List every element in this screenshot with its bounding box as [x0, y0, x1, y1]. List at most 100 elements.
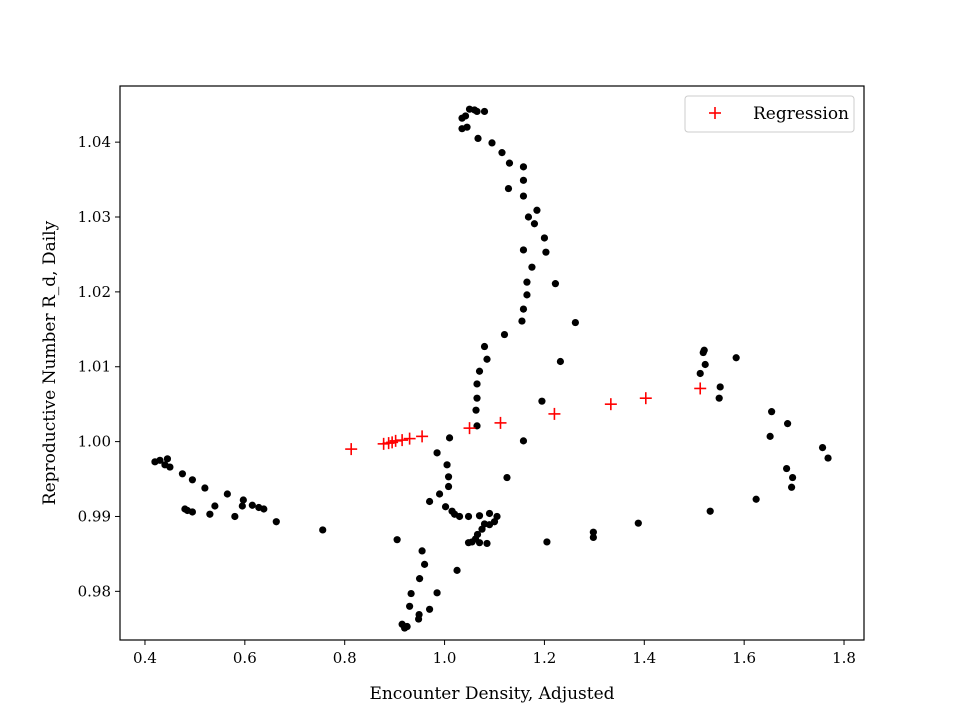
data-point — [166, 463, 174, 471]
data-point — [519, 246, 528, 254]
y-tick-label: 1.04 — [78, 133, 111, 151]
data-point — [472, 406, 480, 414]
data-point — [787, 483, 796, 491]
data-point — [415, 575, 424, 583]
plot-area — [151, 105, 832, 632]
data-point — [248, 501, 256, 509]
data-point — [542, 248, 550, 256]
y-tick-label: 1.00 — [78, 433, 111, 451]
data-point — [533, 206, 541, 214]
data-point — [163, 455, 172, 463]
data-point — [188, 476, 197, 484]
x-tick-label: 1.2 — [532, 649, 556, 667]
data-point — [523, 291, 531, 299]
data-point — [443, 461, 451, 469]
data-point — [538, 397, 546, 405]
x-tick-label: 1.6 — [732, 649, 756, 667]
regression-point — [639, 392, 652, 405]
x-tick-label: 0.8 — [333, 649, 357, 667]
data-point — [551, 280, 560, 288]
x-axis: 0.4 0.6 0.8 1.0 1.2 1.4 1.6 1.8 — [133, 640, 856, 667]
x-tick-label: 0.6 — [233, 649, 257, 667]
data-point — [543, 538, 551, 546]
legend: Regression — [684, 95, 855, 133]
data-point — [483, 355, 491, 363]
data-point — [493, 512, 501, 521]
data-point — [445, 434, 454, 442]
data-point — [528, 263, 536, 271]
data-point — [480, 342, 489, 351]
axes-frame — [119, 85, 865, 641]
data-point — [444, 473, 453, 481]
data-point — [425, 605, 434, 613]
data-point — [700, 346, 708, 354]
data-point — [403, 622, 411, 631]
data-point — [206, 510, 214, 518]
data-point — [485, 509, 494, 518]
data-point — [156, 456, 164, 464]
data-point — [732, 354, 740, 362]
data-point — [768, 408, 776, 416]
y-tick-label: 1.01 — [78, 358, 111, 376]
data-point — [441, 503, 450, 511]
data-point — [473, 530, 482, 539]
data-point — [540, 234, 549, 242]
data-point — [464, 512, 473, 521]
data-point — [788, 473, 797, 482]
x-tick-label: 1.4 — [632, 649, 656, 667]
data-point — [211, 502, 219, 510]
data-point — [435, 490, 444, 498]
data-point — [407, 589, 415, 598]
data-point — [455, 512, 464, 521]
data-point — [453, 566, 461, 574]
data-point — [519, 176, 528, 184]
regression-point — [396, 434, 409, 447]
data-point — [589, 528, 597, 536]
data-point — [519, 163, 528, 171]
regression-point — [494, 416, 507, 429]
data-point — [475, 512, 484, 520]
data-point — [188, 508, 197, 516]
data-point — [461, 112, 470, 120]
observed-points — [151, 105, 832, 632]
data-point — [473, 107, 481, 116]
data-point — [178, 470, 187, 478]
legend-box — [684, 95, 855, 133]
data-point — [425, 497, 434, 506]
data-point — [418, 547, 426, 555]
regression-point — [694, 382, 707, 395]
data-point — [824, 454, 832, 462]
legend-label-regression: Regression — [753, 104, 849, 124]
data-point — [503, 473, 511, 482]
data-point — [463, 123, 471, 131]
data-point — [715, 394, 723, 402]
y-tick-label: 1.03 — [78, 208, 111, 226]
regression-point — [403, 432, 416, 445]
x-axis-label: Encounter Density, Adjusted — [369, 684, 614, 704]
data-point — [523, 278, 531, 286]
regression-point — [416, 430, 429, 443]
data-point — [474, 134, 482, 143]
data-point — [483, 539, 491, 548]
data-point — [716, 383, 724, 391]
data-point — [473, 394, 481, 402]
data-point — [498, 149, 506, 157]
data-point — [519, 192, 528, 200]
y-axis-label: Reproductive Number R_d, Daily — [40, 220, 60, 505]
data-point — [571, 318, 579, 327]
data-point — [415, 610, 423, 619]
data-point — [530, 220, 539, 228]
data-point — [272, 518, 280, 526]
data-point — [701, 360, 709, 369]
data-point — [589, 533, 597, 542]
data-point — [480, 107, 489, 116]
y-tick-label: 1.02 — [78, 283, 111, 301]
data-point — [518, 317, 526, 325]
data-point — [433, 449, 441, 457]
data-point — [524, 213, 533, 221]
data-point — [239, 496, 247, 504]
data-point — [473, 380, 481, 388]
regression-point — [463, 422, 476, 435]
data-point — [500, 330, 509, 339]
